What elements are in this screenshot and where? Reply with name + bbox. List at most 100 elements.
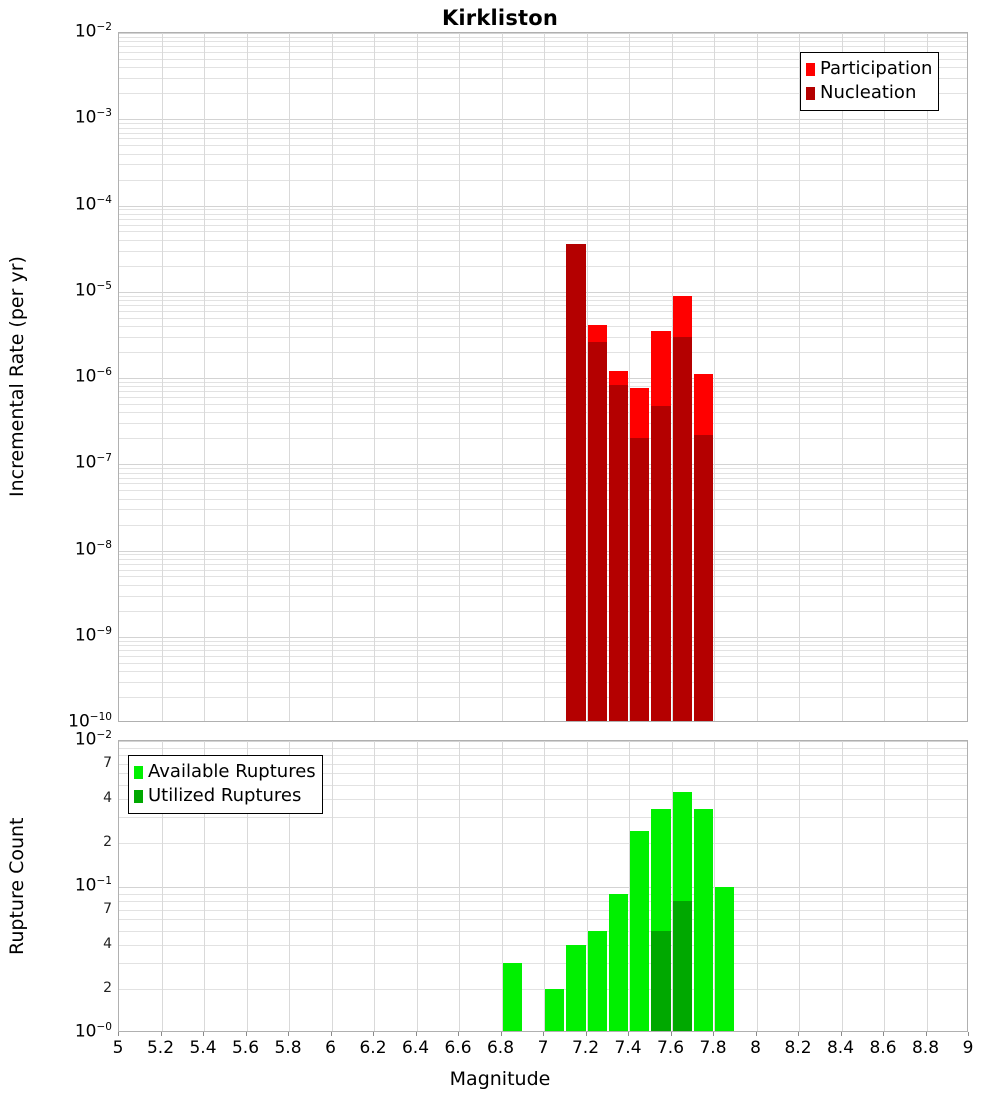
x-axis-tick-label: 5.6 (231, 1038, 260, 1058)
gridline (119, 123, 967, 125)
page-title: Kirkliston (441, 6, 559, 30)
gridline (119, 132, 967, 134)
gridline (119, 887, 967, 888)
x-axis-tick-label: 6.8 (486, 1038, 515, 1058)
gridline (119, 483, 967, 485)
x-axis-tick-label: 8.2 (784, 1038, 812, 1058)
gridline-vertical (714, 33, 715, 721)
legend-swatch-icon (134, 789, 143, 803)
gridline-vertical (714, 741, 715, 1031)
gridline-vertical (331, 33, 333, 721)
x-axis-tickmark (458, 1032, 459, 1036)
gridline (119, 755, 967, 757)
gridline (119, 909, 967, 911)
gridline-vertical (926, 741, 928, 1031)
gridline (119, 46, 967, 48)
x-axis-tickmark (245, 1032, 247, 1036)
gridline (119, 310, 967, 312)
gridline (119, 569, 967, 571)
gridline-vertical (756, 33, 758, 721)
bar-available-ruptures (545, 989, 565, 1031)
bar-nucleation (672, 336, 692, 721)
gridline-vertical (459, 33, 460, 721)
gridline-vertical (459, 741, 460, 1031)
gridline (119, 645, 967, 647)
bar-available-ruptures (587, 930, 607, 1031)
gridline-vertical (246, 741, 248, 1031)
x-axis-tick-label: 8 (750, 1038, 761, 1058)
x-axis-tickmark (203, 1032, 204, 1036)
gridline (119, 336, 967, 338)
legend-label: Utilized Ruptures (148, 785, 302, 806)
gridline (119, 773, 967, 775)
gridline-vertical (161, 741, 163, 1031)
y-axis-tick-label: 10−0 (74, 1020, 112, 1042)
gridline-vertical (161, 33, 163, 721)
gridline-vertical (884, 33, 885, 721)
gridline-vertical (629, 33, 630, 721)
gridline (119, 317, 967, 319)
gridline (119, 595, 967, 597)
bar-available-ruptures (715, 887, 735, 1031)
gridline-vertical (799, 33, 800, 721)
gridline (119, 295, 967, 297)
gridline (119, 33, 967, 34)
x-axis-tick-label: 5.2 (146, 1038, 175, 1058)
gridline (119, 423, 967, 425)
y-axis-minor-tick-label: 4 (103, 790, 112, 807)
gridline (119, 213, 967, 215)
gridline-vertical (246, 33, 248, 721)
legend-item: Participation (806, 57, 932, 81)
y-axis-tick-label: 10−9 (74, 624, 112, 646)
gridline (119, 490, 967, 492)
x-axis-tick-label: 7 (537, 1038, 549, 1058)
top-panel-y-axis-label: Incremental Rate (per yr) (6, 256, 28, 498)
gridline (119, 893, 967, 895)
gridline (119, 218, 967, 220)
y-axis-tick-label: 10−3 (74, 107, 112, 128)
y-axis-tick-label: 10−7 (74, 452, 112, 473)
bar-utilized-ruptures (651, 930, 671, 1031)
gridline (119, 610, 967, 612)
legend-swatch-icon (806, 86, 815, 100)
y-axis-minor-tick-label: 7 (103, 900, 112, 917)
gridline (119, 747, 967, 749)
x-axis-tickmark (840, 1032, 842, 1036)
gridline-vertical (501, 33, 503, 721)
bar-available-ruptures (630, 831, 650, 1031)
x-axis-tickmark (118, 1032, 119, 1036)
bar-nucleation (587, 342, 607, 721)
y-axis-tick-label: 10−8 (74, 538, 112, 559)
gridline-vertical (501, 741, 503, 1031)
gridline-vertical (289, 741, 290, 1031)
gridline (119, 741, 967, 742)
x-axis-tickmark (628, 1032, 629, 1036)
gridline (119, 945, 967, 947)
gridline (119, 127, 967, 129)
x-axis-label: Magnitude (449, 1068, 551, 1090)
x-axis-tick-label: 9 (962, 1038, 974, 1058)
bottom-panel-legend: Available Ruptures Utilized Ruptures (128, 755, 323, 814)
y-axis-tick-label: 10−4 (74, 193, 112, 214)
gridline (119, 138, 967, 140)
x-axis-tick-label: 6.6 (444, 1038, 472, 1058)
x-axis-tickmark (415, 1032, 417, 1036)
x-axis-tickmark (670, 1032, 672, 1036)
gridline (119, 305, 967, 307)
gridline (119, 58, 967, 60)
gridline-vertical (544, 33, 545, 721)
gridline (119, 397, 967, 399)
gridline-vertical (756, 741, 758, 1031)
gridline (119, 671, 967, 673)
gridline-vertical (671, 33, 673, 721)
gridline-vertical (841, 33, 843, 721)
gridline (119, 636, 967, 638)
bar-nucleation (630, 438, 650, 721)
legend-label: Participation (820, 58, 933, 79)
gridline-vertical (204, 33, 205, 721)
gridline (119, 576, 967, 578)
x-axis-tick-label: 6.4 (401, 1038, 430, 1058)
gridline (119, 412, 967, 414)
gridline-vertical (416, 741, 418, 1031)
